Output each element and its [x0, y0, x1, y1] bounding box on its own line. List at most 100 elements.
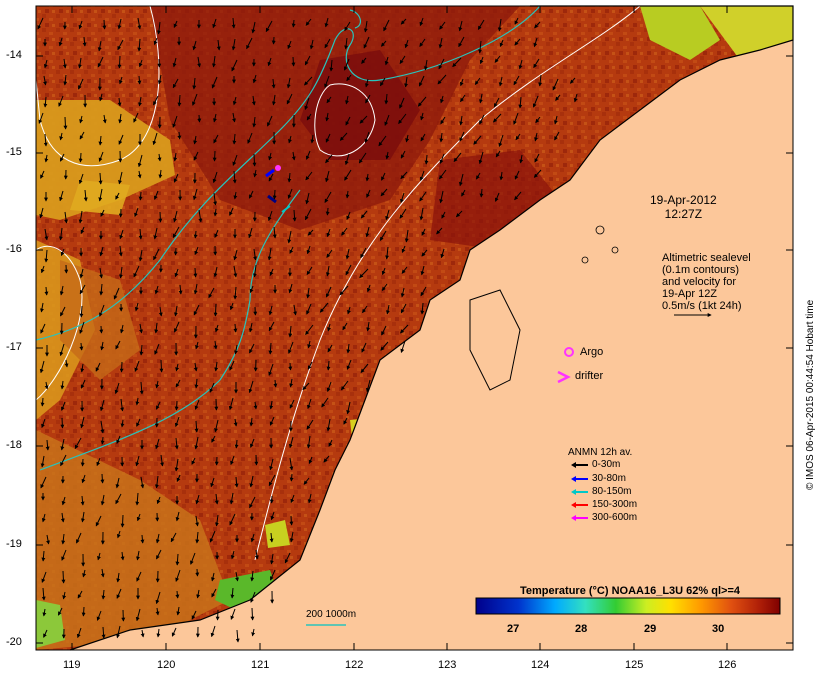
velocity-arrow: [40, 455, 45, 468]
velocity-arrow: [77, 57, 82, 69]
x-tick-label: 125: [625, 659, 644, 671]
velocity-arrow: [176, 606, 181, 616]
velocity-arrow: [118, 245, 123, 257]
velocity-arrow: [139, 344, 144, 356]
velocity-arrow: [249, 285, 254, 294]
velocity-arrow: [419, 207, 424, 221]
velocity-arrow: [214, 514, 219, 527]
velocity-arrow: [57, 607, 63, 616]
velocity-arrow: [138, 59, 143, 68]
velocity-arrow: [365, 379, 371, 393]
velocity-arrow: [193, 230, 198, 239]
velocity-arrow: [82, 569, 87, 578]
velocity-arrow: [288, 362, 293, 371]
velocity-arrow: [193, 151, 199, 161]
y-tick-label: -19: [6, 538, 22, 550]
velocity-arrow: [325, 170, 330, 183]
velocity-arrow: [95, 362, 101, 372]
velocity-arrow: [250, 438, 255, 448]
velocity-arrow: [289, 246, 294, 254]
velocity-arrow: [248, 380, 254, 394]
velocity-arrow: [113, 287, 120, 300]
velocity-arrow: [345, 116, 351, 126]
velocity-arrow: [79, 321, 85, 334]
velocity-arrow: [234, 439, 239, 449]
velocity-arrow: [362, 305, 368, 314]
velocity-arrow: [140, 534, 145, 544]
velocity-arrow: [157, 153, 162, 162]
velocity-arrow: [44, 249, 49, 263]
velocity-arrow: [344, 169, 352, 181]
velocity-arrow: [385, 151, 390, 160]
velocity-arrow: [381, 325, 387, 336]
velocity-arrow: [79, 131, 85, 140]
y-tick-label: -17: [6, 341, 22, 353]
velocity-arrow: [383, 19, 390, 32]
velocity-arrow: [77, 590, 83, 599]
velocity-arrow: [78, 173, 84, 185]
velocity-arrow: [272, 226, 277, 239]
velocity-arrow: [152, 132, 158, 146]
velocity-arrow: [173, 20, 178, 29]
velocity-arrow: [192, 40, 197, 51]
velocity-arrow: [420, 286, 427, 297]
velocity-arrow: [265, 20, 273, 33]
velocity-arrow: [533, 169, 542, 178]
velocity-arrow: [459, 78, 464, 87]
velocity-arrow: [74, 437, 82, 450]
altimetry-note-line: (0.1m contours): [662, 264, 740, 276]
velocity-arrow: [80, 458, 85, 467]
velocity-arrow: [250, 533, 255, 543]
velocity-arrow: [400, 324, 409, 334]
velocity-arrow: [306, 245, 311, 255]
velocity-arrow: [116, 572, 121, 583]
velocity-arrow: [172, 226, 180, 239]
velocity-arrow: [60, 454, 67, 467]
velocity-arrow: [102, 114, 107, 124]
velocity-arrow: [99, 325, 104, 334]
velocity-arrow: [41, 513, 46, 523]
velocity-arrow: [251, 95, 256, 106]
velocity-arrow: [193, 362, 198, 372]
velocity-arrow: [385, 209, 390, 221]
velocity-arrow: [340, 380, 349, 391]
velocity-arrow: [155, 591, 161, 605]
velocity-arrow: [41, 587, 46, 601]
velocity-arrow: [135, 397, 140, 406]
velocity-arrow: [291, 151, 296, 161]
velocity-arrow: [361, 57, 367, 64]
velocity-arrow: [424, 154, 429, 165]
velocity-arrow: [137, 154, 143, 168]
velocity-arrow: [176, 474, 181, 483]
velocity-arrow: [326, 381, 332, 393]
colorbar-title: Temperature (°C) NOAA16_L3U 62% ql>=4: [520, 585, 740, 597]
velocity-arrow: [493, 113, 502, 123]
velocity-arrow: [175, 590, 180, 599]
velocity-arrow: [288, 341, 294, 354]
velocity-arrow: [306, 419, 314, 430]
velocity-arrow: [117, 55, 122, 69]
velocity-arrow: [138, 249, 143, 262]
velocity-arrow: [268, 342, 273, 355]
velocity-arrow: [308, 456, 313, 465]
velocity-arrow: [439, 190, 444, 204]
velocity-arrow: [460, 94, 466, 103]
velocity-arrow: [175, 511, 180, 522]
velocity-arrow: [62, 591, 67, 600]
velocity-arrow: [324, 191, 332, 203]
velocity-arrow: [287, 188, 293, 199]
velocity-arrow: [438, 37, 443, 49]
velocity-arrow: [379, 77, 386, 87]
velocity-arrow: [194, 420, 199, 433]
velocity-arrow: [459, 131, 465, 142]
velocity-arrow: [401, 266, 408, 274]
velocity-arrow: [213, 113, 217, 123]
velocity-arrow: [98, 135, 103, 146]
velocity-arrow: [191, 457, 196, 465]
velocity-arrow: [60, 438, 65, 451]
velocity-arrow: [133, 112, 139, 123]
velocity-arrow: [192, 77, 197, 90]
velocity-arrow: [494, 192, 500, 202]
velocity-arrow: [120, 398, 125, 412]
velocity-arrow: [273, 379, 278, 388]
